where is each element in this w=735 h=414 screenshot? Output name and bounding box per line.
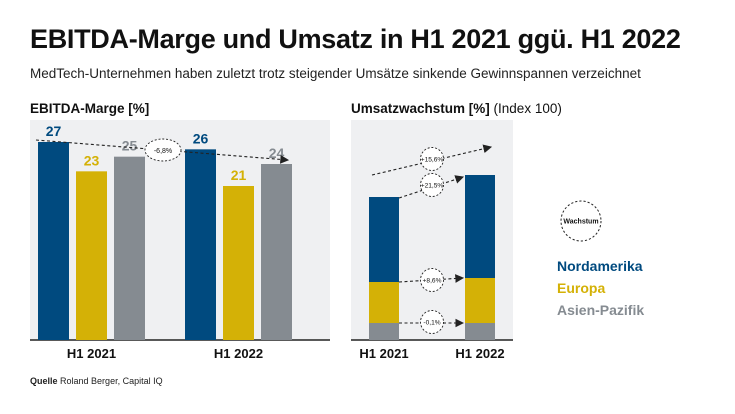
umsatz-panel-title-text: Umsatzwachstum [%]: [351, 101, 490, 116]
umsatz-stacked-segment: [369, 282, 399, 323]
ebitda-panel-title-text: EBITDA-Marge [%]: [30, 101, 150, 116]
ebitda-bar: [76, 171, 107, 340]
umsatz-x-tick-label: H1 2022: [455, 346, 504, 361]
ebitda-trend-arrow: [35, 139, 290, 164]
umsatz-panel-title: Umsatzwachstum [%] (Index 100): [351, 101, 562, 116]
umsatz-stacked-segment: [465, 175, 495, 278]
chart-subtitle: MedTech-Unternehmen haben zuletzt trotz …: [30, 66, 641, 81]
legend-item-europa: Europa: [557, 280, 606, 296]
umsatz-x-tick-label: H1 2021: [359, 346, 408, 361]
umsatz-total-change-badge: [420, 147, 444, 171]
umsatz-nordamerika-change-label: +21,5%: [421, 183, 444, 190]
ebitda-bar-value-label: 26: [193, 130, 209, 146]
umsatz-stacked-segment: [465, 278, 495, 323]
ebitda-x-tick-label: H1 2022: [214, 346, 263, 361]
umsatz-asien-change-badge: [420, 310, 444, 334]
legend-item-asien-pazifik: Asien-Pazifik: [557, 302, 645, 318]
umsatz-panel-title-suffix: (Index 100): [493, 101, 562, 116]
source-label: Quelle: [30, 376, 58, 386]
ebitda-bar: [185, 149, 216, 340]
ebitda-bar-value-label: 23: [84, 152, 100, 168]
ebitda-bar-value-label: 25: [122, 138, 138, 154]
umsatz-total-change-label: +15,6%: [421, 157, 444, 164]
umsatz-stacked-segment: [465, 323, 495, 340]
legend-growth-badge: [560, 200, 602, 242]
ebitda-change-label: -6,8%: [154, 148, 172, 155]
ebitda-bar: [114, 156, 145, 340]
ebitda-bar-value-label: 27: [46, 123, 62, 139]
umsatz-stacked-segment: [369, 197, 399, 282]
umsatz-stacked-segment: [369, 323, 399, 340]
ebitda-bar: [223, 186, 254, 340]
ebitda-bar-value-label: 24: [269, 145, 285, 161]
chart-title: EBITDA-Marge und Umsatz in H1 2021 ggü. …: [30, 24, 681, 54]
umsatz-asien-change-label: -0,1%: [423, 320, 440, 327]
umsatz-europa-change-label: +8,6%: [423, 278, 442, 285]
ebitda-bar: [38, 142, 69, 340]
ebitda-x-tick-label: H1 2021: [67, 346, 116, 361]
source-note: Quelle Roland Berger, Capital IQ: [30, 376, 163, 386]
ebitda-bar: [261, 164, 292, 340]
legend-growth-label: Wachstum: [563, 219, 598, 226]
umsatz-europa-change-badge: [420, 268, 444, 292]
ebitda-change-badge: [144, 138, 182, 162]
umsatz-nordamerika-change-badge: [420, 173, 444, 197]
legend-item-nordamerika: Nordamerika: [557, 258, 643, 274]
ebitda-bar-value-label: 21: [231, 167, 247, 183]
source-text: Roland Berger, Capital IQ: [60, 376, 163, 386]
ebitda-panel-title: EBITDA-Marge [%]: [30, 101, 149, 116]
